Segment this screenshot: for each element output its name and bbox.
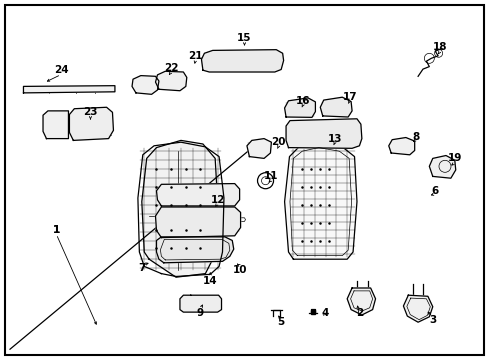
Text: 3: 3 [428,315,435,325]
Polygon shape [23,86,115,93]
Polygon shape [285,119,361,148]
Text: 18: 18 [432,42,447,52]
Text: 7: 7 [138,263,145,273]
Text: 5: 5 [277,317,284,327]
Text: 23: 23 [83,107,98,117]
Text: 17: 17 [342,92,356,102]
Text: 24: 24 [54,65,68,75]
Polygon shape [132,76,159,94]
Text: 20: 20 [271,137,285,147]
Text: 9: 9 [197,308,203,318]
Text: 22: 22 [163,63,178,73]
Polygon shape [284,98,315,117]
Polygon shape [43,111,68,139]
Text: 13: 13 [327,134,342,144]
Polygon shape [320,97,351,117]
Text: 8: 8 [411,132,418,142]
Polygon shape [155,71,186,91]
Text: 16: 16 [295,96,310,106]
Polygon shape [69,107,113,140]
Polygon shape [346,288,375,315]
Text: 12: 12 [210,195,224,205]
Polygon shape [428,156,455,178]
Text: 10: 10 [232,265,246,275]
Polygon shape [246,139,271,158]
Polygon shape [156,184,239,206]
Text: 14: 14 [203,276,217,286]
Polygon shape [284,143,356,259]
Polygon shape [155,207,240,238]
Polygon shape [180,295,221,312]
Text: 15: 15 [237,33,251,43]
Text: 2: 2 [355,308,362,318]
Text: 6: 6 [431,186,438,196]
Polygon shape [156,237,233,263]
Polygon shape [142,140,217,277]
Text: 1: 1 [53,225,60,235]
Polygon shape [388,138,414,155]
Polygon shape [201,50,283,72]
Text: 11: 11 [264,171,278,181]
Text: 1: 1 [53,225,60,235]
Polygon shape [403,295,432,322]
Text: 21: 21 [188,51,203,61]
Text: 19: 19 [447,153,461,163]
Text: 4: 4 [321,308,328,318]
